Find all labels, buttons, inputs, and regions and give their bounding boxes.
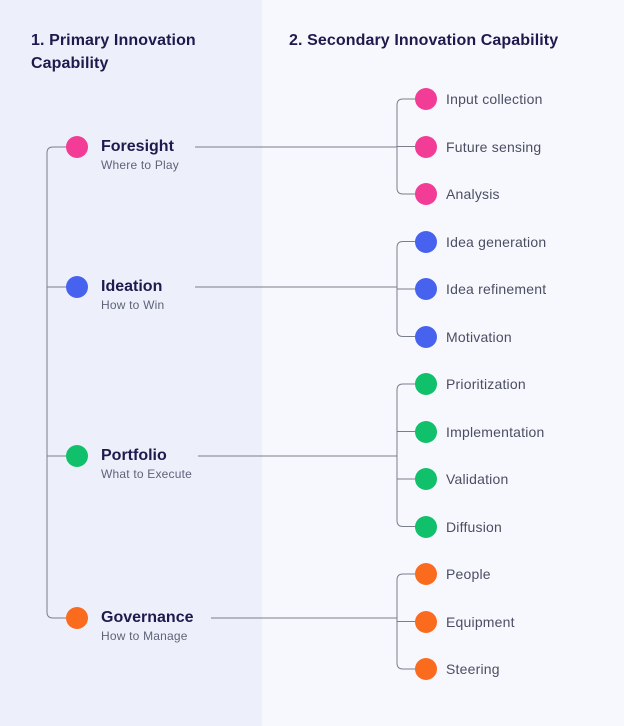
governance-child-label: Steering bbox=[446, 661, 500, 677]
portfolio-child-label: Implementation bbox=[446, 423, 545, 440]
portfolio-dot-icon bbox=[66, 445, 88, 467]
foresight-dot-icon bbox=[66, 136, 88, 158]
ideation-child-dot-icon bbox=[415, 230, 437, 253]
portfolio-subtitle: What to Execute bbox=[101, 467, 193, 481]
foresight-child-dot-icon bbox=[415, 183, 437, 205]
ideation-subtitle: How to Win bbox=[101, 298, 165, 312]
ideation-child-label: Idea refinement bbox=[446, 281, 547, 297]
ideation-label: Ideation bbox=[101, 278, 163, 295]
governance-child-label: People bbox=[446, 566, 491, 582]
foresight-child-label: Analysis bbox=[446, 186, 500, 202]
portfolio-bracket-line bbox=[396, 383, 426, 527]
governance-child-dot-icon bbox=[415, 658, 437, 680]
foresight-label: Foresight bbox=[101, 138, 174, 155]
governance-child-dot-icon bbox=[415, 610, 437, 633]
secondary-column-title: 2. Secondary Innovation Capability bbox=[289, 32, 559, 49]
ideation-child-dot-icon bbox=[415, 325, 437, 348]
primary-column-panel bbox=[0, 0, 262, 726]
governance-label: Governance bbox=[101, 609, 194, 626]
governance-child-label: Equipment bbox=[446, 613, 515, 630]
portfolio-child-dot-icon bbox=[415, 373, 437, 395]
secondary-column-panel bbox=[262, 0, 624, 726]
portfolio-child-label: Diffusion bbox=[446, 518, 503, 535]
ideation-child-dot-icon bbox=[415, 278, 437, 300]
foresight-subtitle: Where to Play bbox=[101, 158, 179, 172]
portfolio-child-dot-icon bbox=[415, 515, 437, 538]
portfolio-child-label: Prioritization bbox=[446, 376, 526, 392]
governance-subtitle: How to Manage bbox=[101, 629, 188, 643]
ideation-child-label: Idea generation bbox=[446, 233, 547, 250]
governance-child-dot-icon bbox=[415, 563, 437, 585]
foresight-child-label: Input collection bbox=[446, 91, 543, 107]
ideation-child-label: Motivation bbox=[446, 328, 512, 345]
foresight-child-dot-icon bbox=[415, 135, 437, 158]
primary-trunk-line bbox=[46, 146, 77, 619]
ideation-dot-icon bbox=[66, 276, 88, 298]
governance-dot-icon bbox=[66, 607, 88, 629]
foresight-child-label: Future sensing bbox=[446, 138, 542, 155]
portfolio-child-label: Validation bbox=[446, 471, 509, 487]
foresight-child-dot-icon bbox=[415, 88, 437, 110]
portfolio-child-dot-icon bbox=[415, 468, 437, 490]
portfolio-child-dot-icon bbox=[415, 420, 437, 443]
portfolio-label: Portfolio bbox=[101, 447, 167, 464]
primary-column-title: 1. Primary Innovation Capability bbox=[31, 32, 196, 72]
